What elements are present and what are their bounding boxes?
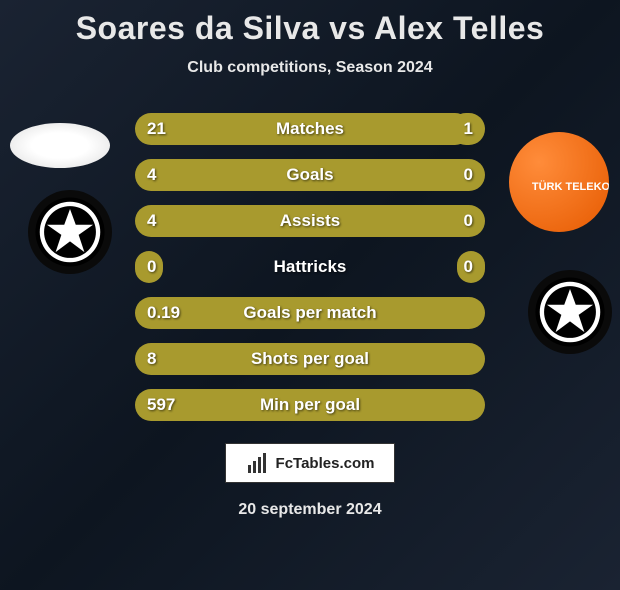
- stat-val-right: 1: [464, 119, 473, 139]
- stat-val-left: 4: [147, 165, 156, 185]
- chart-icon: [246, 451, 270, 475]
- stat-val-left: 8: [147, 349, 156, 369]
- stat-val-right: 0: [464, 211, 473, 231]
- stat-row-matches: 21 Matches 1: [135, 113, 485, 145]
- stat-label: Shots per goal: [251, 349, 369, 369]
- star-shield-icon: [34, 196, 106, 268]
- page-title: Soares da Silva vs Alex Telles: [0, 10, 620, 47]
- stat-label: Min per goal: [260, 395, 360, 415]
- footer-brand-badge[interactable]: FcTables.com: [225, 443, 395, 483]
- stat-val-right: 0: [464, 165, 473, 185]
- stat-row-gpm: 0.19 Goals per match: [135, 297, 485, 329]
- stat-row-goals: 4 Goals 0: [135, 159, 485, 191]
- stat-val-left: 4: [147, 211, 156, 231]
- stat-row-mpg: 597 Min per goal: [135, 389, 485, 421]
- stat-val-left: 597: [147, 395, 175, 415]
- stat-label: Assists: [280, 211, 340, 231]
- stat-label: Hattricks: [274, 257, 347, 277]
- player-right-jersey-text: TÜRK TELEKO: [532, 181, 609, 193]
- star-shield-icon: [534, 276, 606, 348]
- club-badge-right: [528, 270, 612, 354]
- stats-container: 21 Matches 1 4 Goals 0 4 Assists 0 0 Hat…: [135, 113, 485, 421]
- footer-brand-text: FcTables.com: [276, 455, 375, 472]
- stat-val-right: 0: [464, 257, 473, 277]
- stat-val-left: 0: [147, 257, 156, 277]
- stat-label: Goals: [286, 165, 333, 185]
- club-badge-left: [28, 190, 112, 274]
- stat-val-left: 0.19: [147, 303, 180, 323]
- player-right-avatar: TÜRK TELEKO: [509, 132, 609, 232]
- stat-val-left: 21: [147, 119, 166, 139]
- stat-row-hattricks: 0 Hattricks 0: [135, 251, 485, 283]
- player-left-avatar: [10, 123, 110, 168]
- stat-label: Matches: [276, 119, 344, 139]
- stat-row-assists: 4 Assists 0: [135, 205, 485, 237]
- subtitle: Club competitions, Season 2024: [0, 59, 620, 77]
- stat-row-spg: 8 Shots per goal: [135, 343, 485, 375]
- stat-label: Goals per match: [243, 303, 376, 323]
- footer-date: 20 september 2024: [0, 501, 620, 519]
